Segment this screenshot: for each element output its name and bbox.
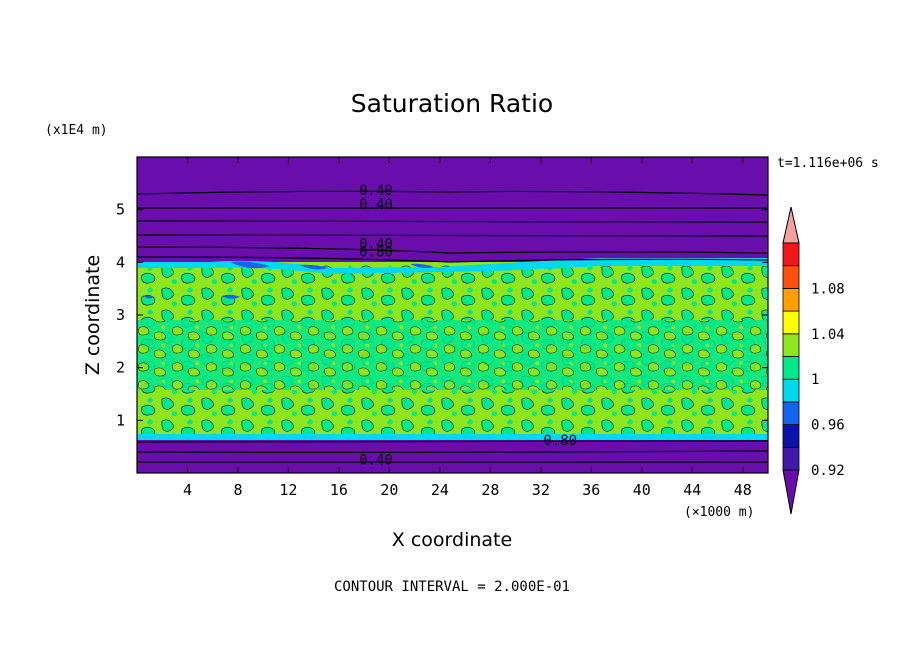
- x-axis-label: X coordinate: [392, 529, 512, 551]
- x-tick-label: 20: [380, 481, 398, 499]
- x-tick-label: 16: [330, 481, 348, 499]
- colorbar-bin: [782, 242, 800, 267]
- x-tick-label: 28: [481, 481, 499, 499]
- colorbar-bin: [782, 265, 800, 289]
- colorbar-level-label: 1.08: [811, 281, 845, 297]
- x-tick-label: 12: [279, 481, 297, 499]
- contour-line-040-bottom: [136, 460, 769, 463]
- y-tick-label: 3: [116, 306, 125, 324]
- field-lower-dry-layer: [137, 437, 768, 473]
- colorbar-level-label: 1.04: [811, 327, 845, 343]
- time-label: t=1.116e+06 s: [777, 156, 879, 171]
- contour-lines: [136, 190, 769, 463]
- contour-line-080-base: [136, 440, 769, 443]
- contour-line-040-top: [136, 190, 769, 196]
- y-units-label: (x1E4 m): [45, 123, 108, 138]
- contour-line-040-inversion: [136, 246, 769, 254]
- x-tick-label: 48: [734, 481, 752, 499]
- contour-label: 0.40: [359, 197, 393, 213]
- colorbar-bin: [782, 378, 800, 403]
- field-boundary-layer-mid: [137, 320, 768, 390]
- colorbar-bin: [782, 401, 800, 425]
- chart-title: Saturation Ratio: [351, 89, 553, 118]
- colorbar-level-label: 0.92: [811, 463, 845, 479]
- colorbar-bin: [782, 333, 800, 357]
- x-tick-label: 24: [431, 481, 449, 499]
- x-tick-label: 32: [532, 481, 550, 499]
- y-tick-label: 1: [116, 411, 125, 429]
- x-tick-label: 44: [683, 481, 701, 499]
- x-tick-label: 40: [633, 481, 651, 499]
- cloud-top-band: [137, 258, 768, 274]
- contour-line-040-second: [136, 206, 769, 209]
- x-units-label: (×1000 m): [684, 505, 754, 520]
- contour-label: 0.40: [359, 453, 393, 469]
- cloud-base-band: [137, 434, 768, 440]
- field-upper-dry-layer: [137, 157, 768, 267]
- colorbar-bin: [782, 356, 800, 380]
- contour-field: [137, 157, 768, 473]
- y-axis-ticks: 1 2 3 4 5: [116, 201, 768, 429]
- colorbar-bin: [782, 310, 800, 335]
- contour-line-080-inversion: [136, 256, 769, 263]
- contour-line-upper-2: [136, 234, 769, 237]
- x-tick-label: 4: [183, 481, 192, 499]
- colorbar-bin: [782, 287, 800, 312]
- colorbar-top-triangle: [782, 206, 800, 244]
- contour-line-upper-1: [136, 220, 769, 223]
- contour-label: 0.40: [359, 237, 393, 253]
- y-tick-label: 4: [116, 253, 125, 271]
- colorbar-level-label: 0.96: [811, 418, 845, 434]
- y-axis-label: Z coordinate: [82, 255, 104, 375]
- contour-line-lower-1: [136, 450, 769, 453]
- y-tick-label: 2: [116, 359, 125, 377]
- x-tick-label: 36: [582, 481, 600, 499]
- x-tick-label: 8: [233, 481, 242, 499]
- contour-label: 0.80: [543, 433, 577, 449]
- contour-label: 0.40: [359, 183, 393, 199]
- y-tick-label: 5: [116, 201, 125, 219]
- x-axis-ticks: 4 8 12 16 20 24 28 32 36 40 44 48: [183, 157, 752, 499]
- contour-label: 0.80: [359, 244, 393, 260]
- contour-interval-footer: CONTOUR INTERVAL = 2.000E-01: [334, 579, 570, 595]
- colorbar-bin: [782, 424, 800, 448]
- colorbar-level-label: 1: [811, 372, 819, 388]
- colorbar-bottom-triangle: [782, 469, 800, 515]
- contour-labels: 0.400.400.400.800.800.40: [359, 183, 577, 469]
- colorbar-bin: [782, 446, 800, 471]
- colorbar: 0.92 0.96 1 1.04 1.08: [782, 206, 845, 515]
